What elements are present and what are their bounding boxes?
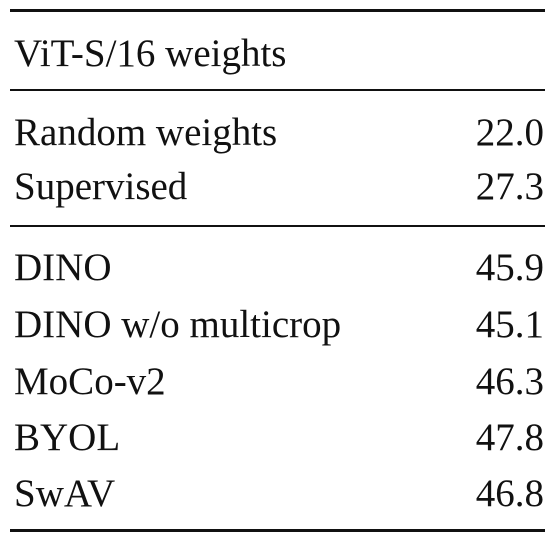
method-value: 45.1 (475, 303, 544, 346)
method-value: 22.0 (475, 111, 544, 154)
method-name: MoCo-v2 (14, 360, 166, 403)
header-rule (10, 89, 545, 91)
method-value: 46.8 (475, 472, 544, 515)
top-rule (10, 9, 545, 12)
bottom-rule (10, 529, 545, 532)
method-value: 46.3 (475, 360, 544, 403)
method-name: DINO w/o multicrop (14, 303, 342, 346)
method-value: 27.3 (475, 165, 544, 208)
method-name: DINO (14, 246, 112, 289)
method-name: BYOL (14, 416, 121, 459)
method-name: Supervised (14, 165, 188, 208)
method-value: 45.9 (475, 246, 544, 289)
table-header: ViT-S/16 weights (14, 32, 287, 75)
method-name: SwAV (14, 472, 116, 515)
method-value: 47.8 (475, 416, 544, 459)
method-name: Random weights (14, 111, 278, 154)
section-rule (10, 225, 545, 227)
